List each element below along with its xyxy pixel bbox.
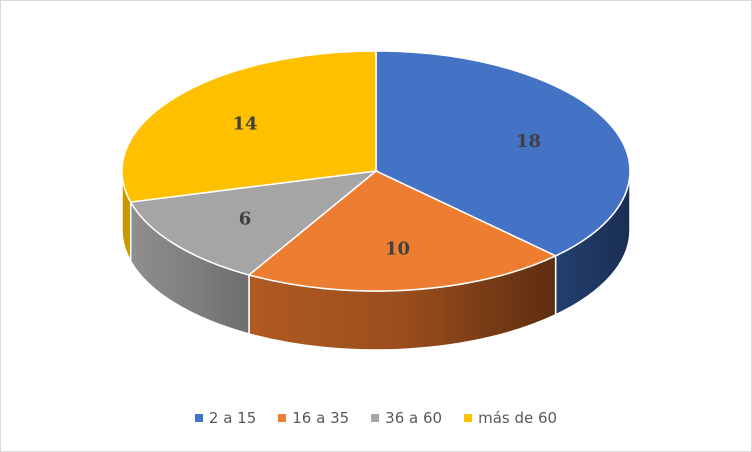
- data-label-2-a-15: 18: [516, 131, 541, 152]
- data-label-16-a-35: 10: [385, 238, 410, 259]
- pie-slice-mas-de-60: [121, 50, 377, 203]
- legend-label: 36 a 60: [385, 409, 443, 427]
- legend-swatch: [464, 414, 473, 422]
- legend-item-16-a-35: 16 a 35: [278, 409, 349, 427]
- legend: 2 a 15 16 a 35 36 a 60 más de 60: [0, 409, 752, 427]
- data-label-mas-de-60: 14: [232, 114, 257, 135]
- legend-item-2-a-15: 2 a 15: [194, 409, 257, 427]
- legend-swatch: [194, 414, 203, 422]
- pie-slice-16-a-35: [247, 170, 558, 292]
- legend-label: más de 60: [478, 409, 558, 427]
- pie-slice-36-a-60: [129, 169, 379, 276]
- pie-slice-2-a-15: [375, 50, 631, 257]
- legend-label: 2 a 15: [208, 409, 257, 427]
- legend-swatch: [278, 414, 287, 422]
- legend-item-mas-de-60: más de 60: [464, 409, 557, 427]
- legend-item-36-a-60: 36 a 60: [371, 409, 442, 427]
- legend-swatch: [371, 414, 380, 422]
- data-label-36-a-60: 6: [239, 208, 252, 229]
- legend-label: 16 a 35: [292, 409, 350, 427]
